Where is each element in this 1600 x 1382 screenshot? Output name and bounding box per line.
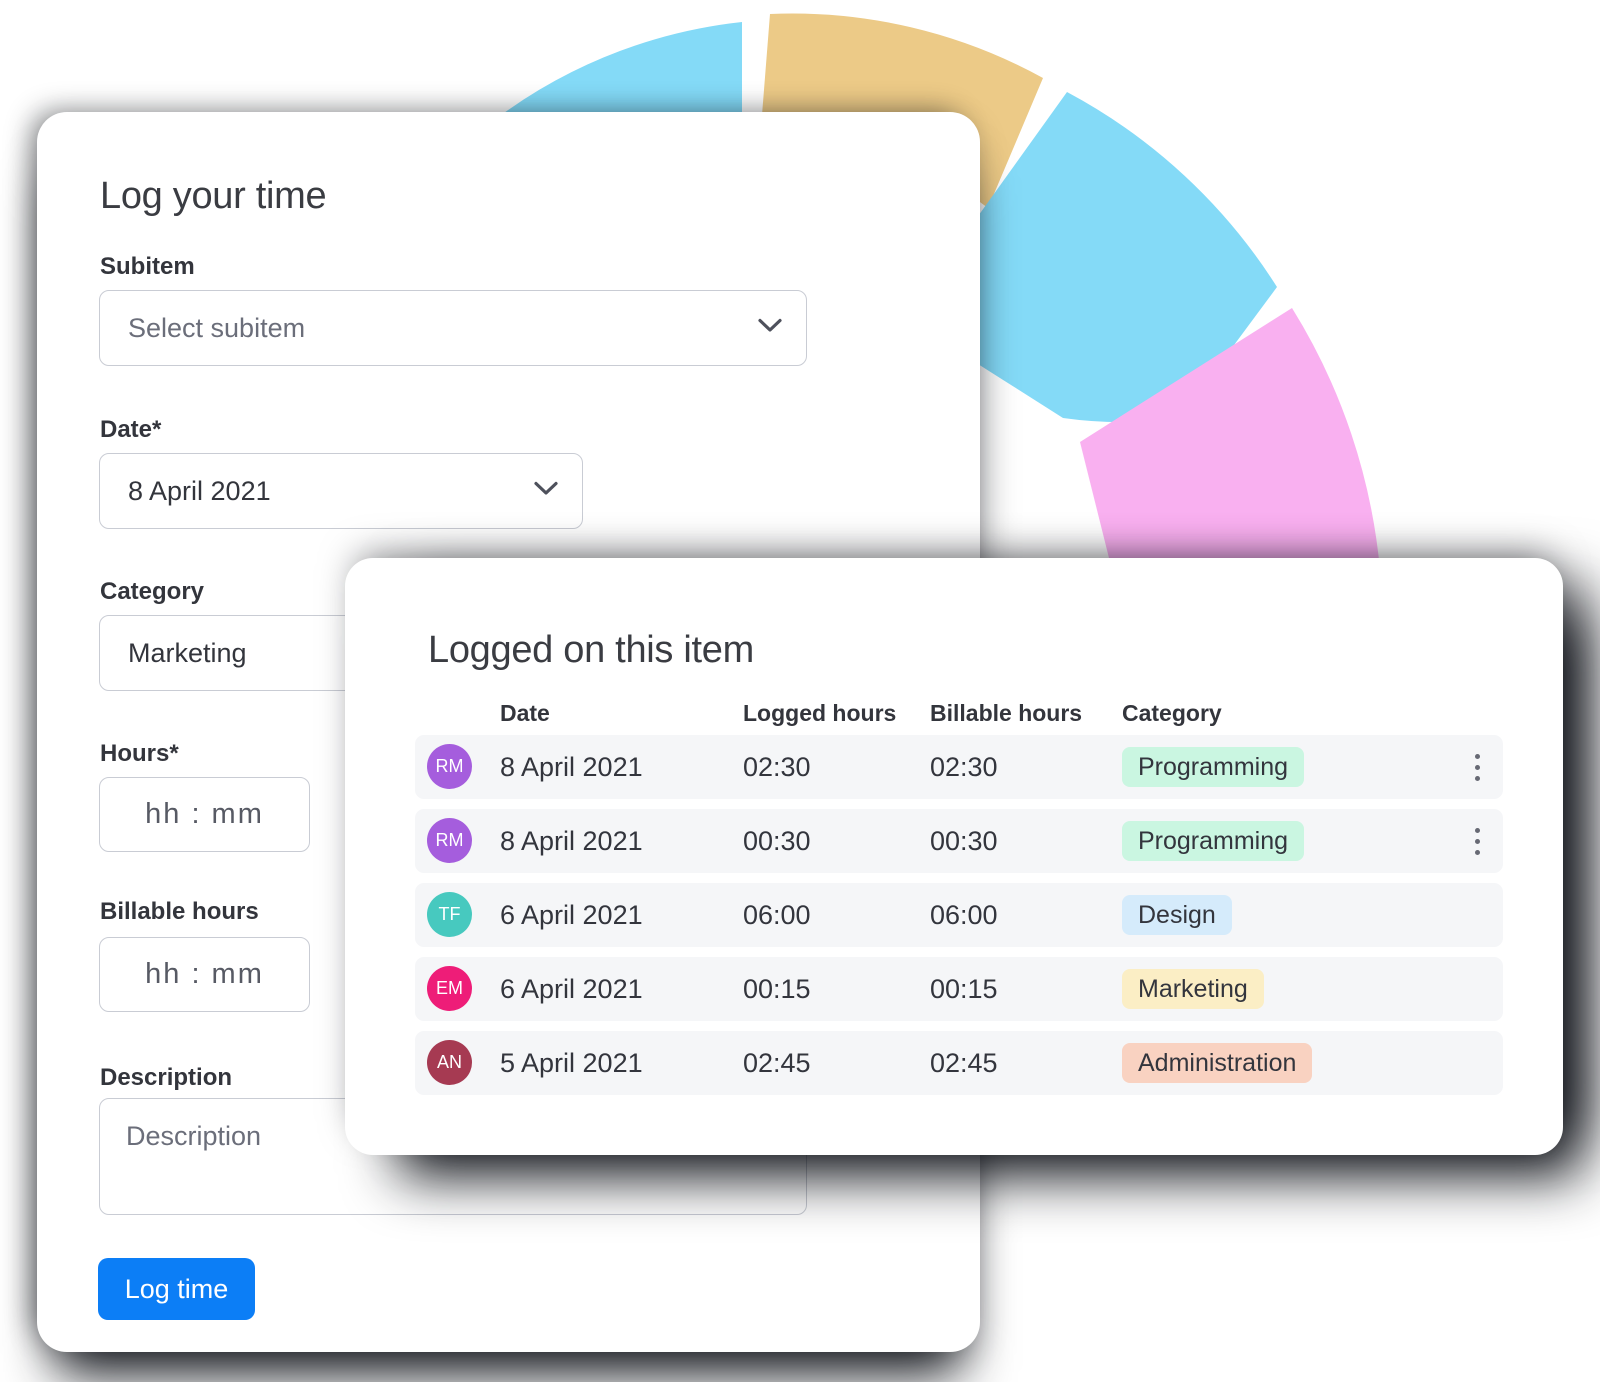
cell-billable-hours: 06:00	[930, 899, 998, 930]
form-title: Log your time	[100, 175, 327, 218]
cell-date: 8 April 2021	[500, 825, 643, 856]
category-badge: Administration	[1122, 1043, 1313, 1083]
chevron-down-icon	[534, 481, 558, 501]
subitem-select[interactable]: Select subitem	[99, 290, 807, 366]
date-select[interactable]: 8 April 2021	[99, 453, 583, 529]
column-header-date: Date	[500, 700, 550, 726]
avatar: RM	[427, 818, 472, 863]
category-badge: Marketing	[1122, 969, 1264, 1009]
column-header-logged-hours: Logged hours	[743, 700, 897, 726]
cell-billable-hours: 02:45	[930, 1047, 998, 1078]
avatar: TF	[427, 892, 472, 937]
chevron-down-icon	[758, 318, 782, 338]
avatar: AN	[427, 1040, 472, 1085]
column-header-billable-hours: Billable hours	[930, 700, 1083, 726]
cell-billable-hours: 00:30	[930, 825, 998, 856]
table-row: AN 5 April 2021 02:45 02:45 Administration	[415, 1031, 1503, 1095]
ring-segment-blue-right	[948, 92, 1277, 423]
log-time-button[interactable]: Log time	[98, 1258, 255, 1320]
cell-date: 6 April 2021	[500, 973, 643, 1004]
billable-hours-label: Billable hours	[100, 898, 259, 925]
cell-logged-hours: 02:45	[743, 1047, 811, 1078]
category-label: Category	[100, 578, 205, 605]
cell-billable-hours: 00:15	[930, 973, 998, 1004]
billable-hours-input[interactable]: hh : mm	[99, 937, 310, 1012]
row-menu-kebab-icon[interactable]	[1457, 809, 1497, 873]
subitem-label: Subitem	[100, 253, 195, 280]
hours-placeholder: hh : mm	[145, 798, 264, 830]
description-label: Description	[100, 1064, 233, 1091]
subitem-select-value: Select subitem	[128, 312, 306, 343]
row-menu-kebab-icon[interactable]	[1457, 735, 1497, 799]
cell-logged-hours: 06:00	[743, 899, 811, 930]
table-row: RM 8 April 2021 02:30 02:30 Programming	[415, 735, 1503, 799]
logged-items-card: Logged on this item Date Logged hours Bi…	[345, 558, 1563, 1155]
avatar: RM	[427, 744, 472, 789]
table-body: RM 8 April 2021 02:30 02:30 Programming RM 8 A…	[415, 735, 1503, 1105]
category-select-value: Marketing	[128, 637, 247, 668]
category-badge: Programming	[1122, 747, 1305, 787]
column-header-category: Category	[1122, 700, 1222, 726]
table-title: Logged on this item	[428, 629, 754, 672]
cell-billable-hours: 02:30	[930, 751, 998, 782]
category-badge: Programming	[1122, 821, 1305, 861]
cell-date: 6 April 2021	[500, 899, 643, 930]
cell-logged-hours: 02:30	[743, 751, 811, 782]
avatar: EM	[427, 966, 472, 1011]
table-row: RM 8 April 2021 00:30 00:30 Programming	[415, 809, 1503, 873]
cell-logged-hours: 00:15	[743, 973, 811, 1004]
hours-label: Hours*	[100, 740, 179, 767]
cell-date: 5 April 2021	[500, 1047, 643, 1078]
cell-logged-hours: 00:30	[743, 825, 811, 856]
date-label: Date*	[100, 416, 162, 443]
date-select-value: 8 April 2021	[128, 475, 271, 506]
category-badge: Design	[1122, 895, 1232, 935]
billable-hours-placeholder: hh : mm	[145, 958, 264, 990]
description-placeholder: Description	[126, 1121, 262, 1151]
table-row: TF 6 April 2021 06:00 06:00 Design	[415, 883, 1503, 947]
cell-date: 8 April 2021	[500, 751, 643, 782]
hours-input[interactable]: hh : mm	[99, 777, 310, 852]
table-row: EM 6 April 2021 00:15 00:15 Marketing	[415, 957, 1503, 1021]
